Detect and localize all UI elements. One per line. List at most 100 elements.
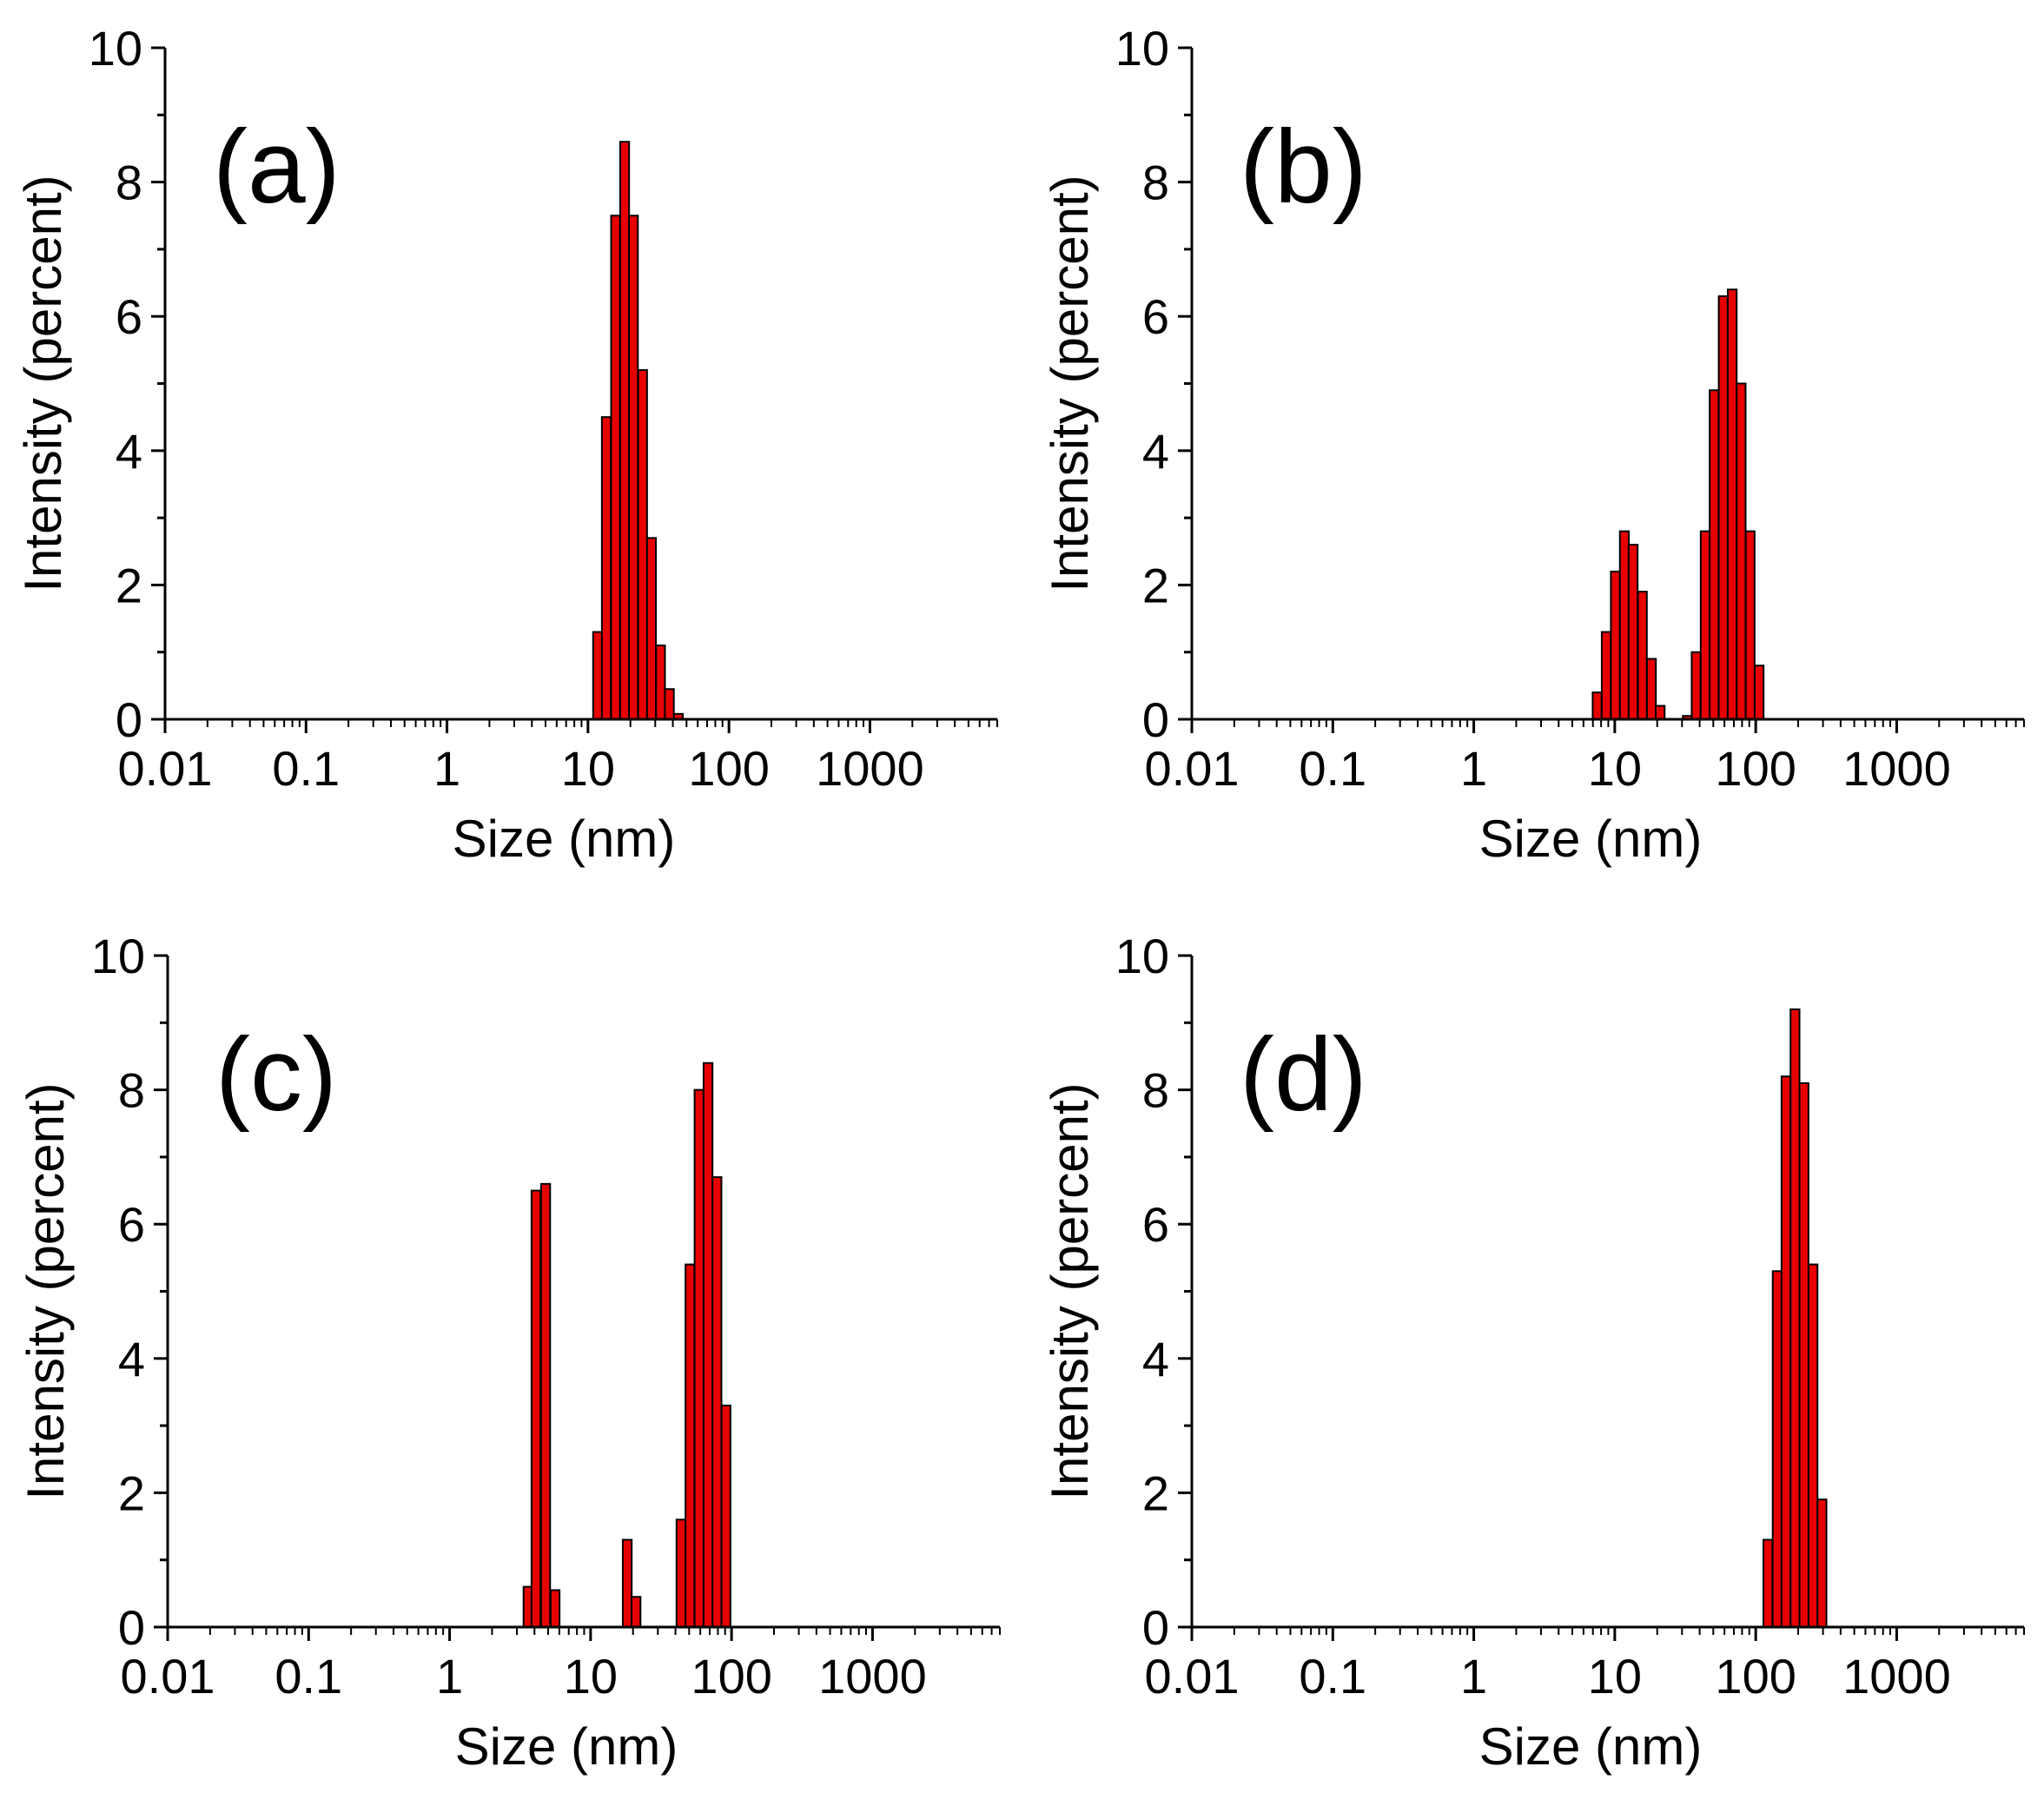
x-tick-label: 1000 [1842, 741, 1951, 796]
x-tick-label: 0.01 [1145, 741, 1240, 796]
y-tick-label: 0 [118, 1600, 145, 1655]
x-tick-label: 100 [691, 1649, 771, 1704]
panel-label: (b) [1240, 109, 1367, 225]
panel-d: 0 2 4 6 8 10 0.01 0.1 1 10 100 1000 Size (nm) Intensi… [1041, 929, 2025, 1776]
histogram-bar [1618, 530, 1631, 720]
histogram-bar [1610, 570, 1621, 720]
y-tick-label: 4 [116, 424, 142, 479]
x-tick-label: 10 [1588, 741, 1642, 796]
y-tick-label: 0 [1142, 692, 1169, 747]
histogram-bar [1655, 705, 1666, 720]
x-tick-label: 1 [1460, 1649, 1487, 1704]
histogram-bar [1637, 591, 1648, 720]
x-tick-label: 100 [1715, 1649, 1796, 1704]
x-tick-label: 0.1 [272, 741, 340, 796]
histogram-bar [675, 1518, 687, 1628]
histogram-bar [631, 1596, 642, 1628]
histogram-bar [1798, 1082, 1809, 1628]
histogram-bar [1717, 295, 1729, 720]
histogram-bar [1807, 1263, 1819, 1628]
histogram-bar [600, 416, 612, 720]
x-tick-label: 0.01 [118, 741, 213, 796]
y-tick-label: 10 [1115, 929, 1169, 983]
y-tick-label: 2 [1142, 1465, 1169, 1520]
histogram-bar [1690, 651, 1702, 721]
histogram-bar [1699, 530, 1711, 720]
y-axis-title: Intensity (percent) [1041, 175, 1099, 592]
histogram-bar [1789, 1008, 1801, 1628]
panel-label: (a) [213, 109, 341, 225]
y-tick-label: 2 [116, 558, 142, 612]
histogram-bar [655, 644, 666, 720]
y-axis-title: Intensity (percent) [14, 175, 72, 592]
y-tick-label: 4 [1142, 424, 1169, 479]
y-tick-label: 2 [1142, 558, 1169, 612]
x-tick-label: 0.01 [121, 1649, 215, 1704]
y-tick-label: 10 [89, 21, 142, 76]
x-tick-label: 10 [564, 1649, 618, 1704]
histogram-bar [1645, 658, 1657, 720]
x-tick-label: 1 [436, 1649, 463, 1704]
panel-label: (c) [215, 1016, 337, 1133]
y-tick-label: 4 [118, 1332, 145, 1386]
x-axis-title: Size (nm) [455, 1717, 678, 1776]
histogram-bar [540, 1182, 552, 1628]
x-tick-label: 1000 [818, 1649, 927, 1704]
y-tick-label: 10 [1115, 21, 1169, 76]
histogram-bar [645, 537, 658, 720]
y-tick-label: 8 [116, 155, 142, 210]
y-tick-label: 8 [1142, 1063, 1169, 1118]
y-tick-label: 6 [1142, 289, 1169, 344]
histogram-bar [628, 215, 639, 720]
y-tick-label: 0 [116, 692, 142, 747]
histogram-bar [1816, 1499, 1828, 1628]
histogram-bar [1744, 530, 1756, 720]
y-tick-label: 0 [1142, 1600, 1169, 1655]
histogram-bar [549, 1589, 561, 1628]
histogram-bar [1627, 544, 1639, 721]
histogram-bar [610, 215, 621, 720]
panel-label: (d) [1240, 1016, 1367, 1133]
x-tick-label: 1000 [1842, 1649, 1951, 1704]
histogram-bar [637, 369, 648, 720]
y-tick-label: 6 [116, 289, 142, 344]
y-tick-label: 8 [118, 1063, 145, 1118]
histogram-bar [1726, 288, 1738, 720]
panel-b: 0 2 4 6 8 10 0.01 0.1 1 10 100 1000 Size (nm) Intensi… [1041, 21, 2025, 868]
histogram-bar [1763, 1538, 1774, 1629]
x-tick-label: 0.1 [1299, 1649, 1366, 1704]
x-tick-label: 1 [1460, 741, 1487, 796]
histogram-bar [1591, 691, 1603, 721]
x-axis-title: Size (nm) [453, 810, 676, 868]
histogram-bar [685, 1263, 696, 1628]
histogram-bar [1709, 389, 1720, 720]
y-axis-title: Intensity (percent) [17, 1082, 75, 1499]
histogram-bar [711, 1176, 723, 1628]
histogram-bar [592, 631, 604, 721]
x-tick-label: 100 [688, 741, 769, 796]
histogram-bar [621, 1538, 633, 1629]
x-tick-label: 1 [433, 741, 460, 796]
histogram-bar [530, 1189, 542, 1629]
histogram-bar [720, 1404, 731, 1629]
panel-a: 0 2 4 6 8 10 0.01 0.1 1 10 100 1000 Size (nm) Intensi… [14, 21, 998, 868]
x-tick-label: 10 [1588, 1649, 1642, 1704]
x-tick-label: 10 [561, 741, 615, 796]
histogram-bar [1771, 1270, 1783, 1629]
x-axis-title: Size (nm) [1479, 1717, 1703, 1776]
y-tick-label: 4 [1142, 1332, 1169, 1386]
panel-c: 0 2 4 6 8 10 0.01 0.1 1 10 100 1000 Size (nm) Intensi… [17, 929, 1001, 1776]
histogram-bar [693, 1088, 704, 1628]
histogram-bar [664, 688, 675, 720]
y-tick-label: 2 [118, 1465, 145, 1520]
y-tick-label: 6 [1142, 1197, 1169, 1252]
histogram-bar [1736, 382, 1747, 720]
histogram-bar [1780, 1075, 1792, 1628]
x-tick-label: 1000 [816, 741, 924, 796]
histogram-bar [1753, 665, 1765, 720]
y-tick-label: 10 [91, 929, 145, 983]
histogram-bar [702, 1062, 714, 1629]
x-tick-label: 0.1 [1299, 741, 1366, 796]
histogram-bar [618, 141, 631, 721]
